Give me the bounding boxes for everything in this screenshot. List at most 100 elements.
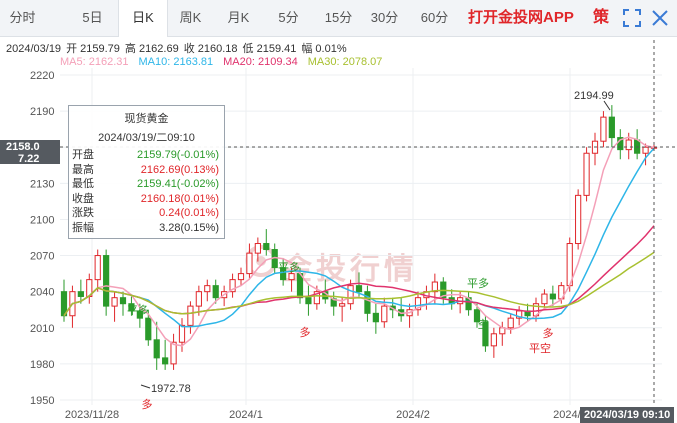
low-annotation: 1972.78 [151,383,191,395]
candle-body [347,285,354,305]
tab-4[interactable]: 月K [227,10,250,25]
tooltip-title: 现货黄金 [124,113,169,125]
tab-3[interactable]: 周K [179,10,202,25]
y-tick-label: 2100 [30,214,54,226]
y-tick-label: 2010 [30,323,54,335]
candle-body [473,309,481,323]
tooltip-row-label: 收盘 [72,192,94,205]
signal-label: 平多 [127,303,149,317]
signal-label: 多 [300,325,311,339]
ma5-legend: MA5: 2162.31 [60,56,129,68]
y-tick-label: 1950 [30,395,54,407]
tooltip-row-value: 2159.41(-0.02%) [137,178,219,190]
candle-body [162,357,169,365]
low-annotation-pointer [140,384,151,389]
y-tick-label: 2190 [30,106,54,118]
candle-body [305,297,312,305]
candle-body [288,273,295,281]
tooltip-row-value: 0.24(0.01%) [159,207,219,219]
candle-body [482,321,489,347]
ma20-legend: MA20: 2109.34 [223,56,298,68]
candle-body [178,324,186,343]
candle-body [608,116,615,139]
period-tab-bar: 分时 5日 日K 周K 月K 5分 15分 30分 60分 [0,0,677,37]
tooltip-row-value: 2160.18(0.01%) [140,192,219,205]
candle-body [237,273,245,281]
tab-0[interactable]: 分时 [9,10,36,25]
candle-body [296,273,304,299]
candle-body [280,267,287,281]
y-tick-label: 2220 [30,70,54,82]
candle-body [128,303,135,312]
candle-body [60,291,68,317]
candle-body [136,310,143,319]
tooltip-row: 涨跌 0.24(0.01%) [69,206,224,221]
tab-8[interactable]: 60分 [420,10,449,25]
high-annotation: 2194.99 [574,90,614,102]
candle-body [355,285,363,293]
tooltip-row-label: 涨跌 [72,207,94,219]
open-app-link[interactable]: 打开金投网APP [468,9,574,26]
signal-label: 平空 [529,341,551,355]
candle-body [195,291,202,307]
tab-7[interactable]: 30分 [370,10,399,25]
x-tick-label: 2023/11/28 [65,409,119,421]
tooltip-row-value: 2162.69(0.13%) [140,163,219,176]
tab-6[interactable]: 15分 [324,10,353,25]
info-low: 低 2159.41 [242,43,297,55]
y-tick-label: 1980 [30,359,54,371]
tooltip-row-label: 最高 [72,163,94,176]
tab-2[interactable]: 日K [118,0,168,37]
x-tick-label: 2024/3 [553,409,587,421]
x-tick-label: 2024/2 [396,409,430,421]
info-open: 开 2159.79 [66,43,120,55]
candle-body [246,252,253,275]
tooltip-row: 开盘 2159.79(-0.01%) [69,148,224,163]
high-annotation-pointer [603,100,611,111]
candle-body [575,194,582,245]
close-icon[interactable] [650,8,670,28]
candle-body [583,152,590,196]
price-tag-line2: 7.22 [18,153,40,165]
strategy-button[interactable]: 策 [593,9,610,26]
x-tick-label: 2024/1 [229,409,263,421]
ma10-line [63,147,655,328]
ma-legend: MA5: 2162.31 MA10: 2163.81 MA20: 2109.34 MA… [60,56,392,68]
candle-body [372,312,379,323]
candle-body [170,341,177,365]
ohlc-tooltip: 现货黄金 2024/03/19/二09:10 开盘 2159.79(-0.01%)… [68,105,225,239]
candle-body [111,297,118,307]
ma20-line [63,225,655,317]
candle-body [229,279,236,293]
tooltip-row-label: 最低 [72,178,94,190]
crosshair-date-tag: 2024/03/19 09:10 [580,407,675,423]
info-high: 高 2162.69 [124,43,179,55]
candle-body [313,291,320,305]
candle-body [381,305,388,323]
candle-body [103,255,110,307]
tooltip-row-value: 2159.79(-0.01%) [137,149,219,161]
y-tick-label: 2040 [30,287,54,299]
tooltip-row-label: 开盘 [72,149,94,161]
tooltip-row: 最低 2159.41(-0.02%) [69,177,224,192]
fullscreen-icon[interactable] [622,8,642,28]
candle-body [204,285,211,293]
candle-body [153,339,160,359]
candle-body [414,297,422,311]
candle-body [507,317,514,329]
tab-1[interactable]: 5日 [82,10,103,25]
tab-5[interactable]: 5分 [278,10,299,25]
candle-body [600,116,607,142]
candle-body [541,293,548,305]
tooltip-row: 最高 2162.69(0.13%) [69,163,224,178]
candle-body [364,291,371,314]
ma30-legend: MA30: 2078.07 [307,56,383,68]
signal-label: 平多 [467,276,489,290]
ma10-legend: MA10: 2163.81 [138,56,214,68]
tooltip-row-label: 振幅 [72,221,94,234]
price-tag: 2158.0 7.22 [0,140,60,165]
candle-body [145,317,152,341]
candle-body [254,243,261,254]
ma30-line [63,251,655,317]
